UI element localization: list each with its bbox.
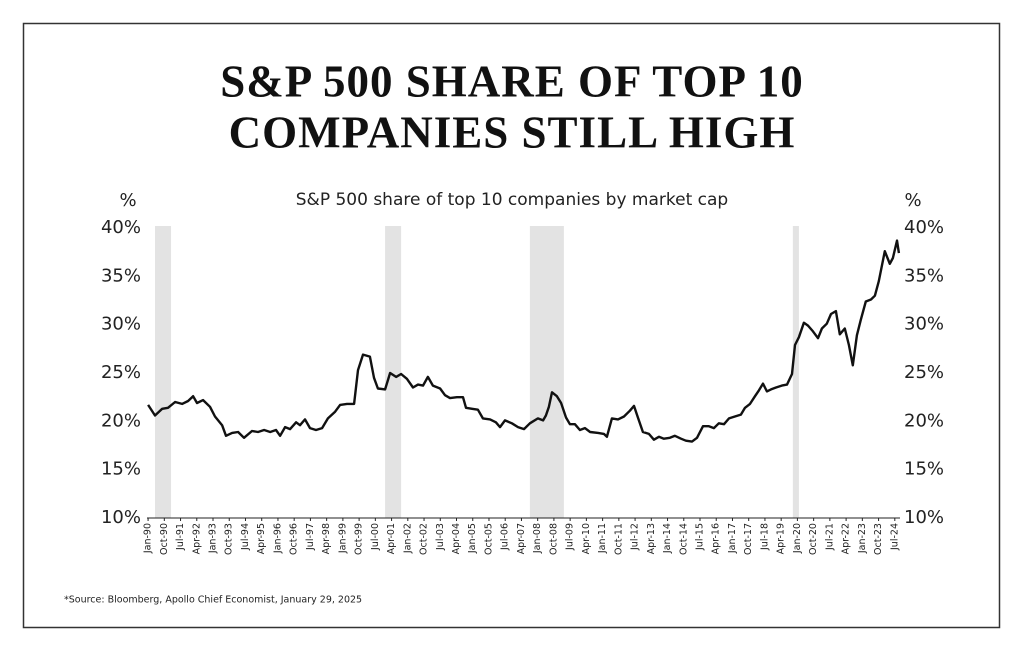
x-tick-label: Jul-06 xyxy=(500,523,511,551)
x-tick-label: Oct-23 xyxy=(873,523,884,555)
x-tick-label: Jan-96 xyxy=(272,523,283,554)
x-tick-label: Jan-08 xyxy=(532,523,543,554)
x-tick-label: Apr-92 xyxy=(191,523,202,554)
recession-band xyxy=(529,226,564,518)
x-tick-label: Apr-01 xyxy=(386,523,397,554)
y-tick-label: 10% xyxy=(101,507,141,528)
y2-tick-label: 35% xyxy=(904,265,944,286)
y2-tick-label: 25% xyxy=(904,362,944,383)
x-tick-label: Oct-17 xyxy=(743,523,754,555)
x-tick-label: Jul-09 xyxy=(565,523,576,551)
x-tick-label: Apr-07 xyxy=(516,523,527,554)
y-tick-label: 35% xyxy=(101,265,141,286)
x-tick-label: Oct-93 xyxy=(224,523,235,555)
x-tick-label: Jul-00 xyxy=(370,523,381,551)
y2-tick-label: 20% xyxy=(904,410,944,431)
x-tick-label: Jan-05 xyxy=(467,523,478,554)
x-tick-label: Oct-11 xyxy=(613,523,624,555)
x-tick-label: Jan-20 xyxy=(792,523,803,554)
x-tick-label: Jul-03 xyxy=(435,523,446,551)
y2-tick-label: 30% xyxy=(904,314,944,335)
frame xyxy=(22,22,1001,629)
x-tick-label: Jul-97 xyxy=(305,523,316,551)
chart-title: S&P 500 SHARE OF TOP 10 xyxy=(220,56,804,106)
x-tick-label: Jul-15 xyxy=(695,523,706,551)
x-tick-label: Jan-23 xyxy=(857,523,868,554)
x-tick-label: Jan-14 xyxy=(662,523,673,554)
x-tick-label: Oct-90 xyxy=(159,523,170,555)
y-tick-label: 30% xyxy=(101,314,141,335)
y-tick-label: 20% xyxy=(101,410,141,431)
recession-band xyxy=(155,226,172,518)
x-tick-label: Oct-96 xyxy=(289,523,300,555)
y2-axis-label: % xyxy=(904,190,921,211)
x-tick-label: Apr-04 xyxy=(451,523,462,554)
x-tick-label: Apr-22 xyxy=(841,523,852,554)
x-tick-label: Jul-94 xyxy=(240,523,251,551)
x-tick-label: Oct-05 xyxy=(483,523,494,555)
x-tick-label: Apr-95 xyxy=(256,523,267,554)
x-tick-label: Jul-12 xyxy=(630,523,641,551)
y-axis-label: % xyxy=(119,190,136,211)
recession-band xyxy=(792,226,799,518)
y2-tick-label: 40% xyxy=(904,217,944,238)
x-tick-label: Jan-93 xyxy=(208,523,219,554)
plot-area: 10% 15% 20% 25% 30% 35% 40% 10% 15% 20% 25% 30% 35% 4… xyxy=(101,217,944,555)
chart-subtitle: S&P 500 share of top 10 companies by mar… xyxy=(296,190,728,210)
x-tick-label: Jan-17 xyxy=(727,523,738,554)
x-tick-label: Apr-19 xyxy=(776,523,787,554)
x-tick-label: Apr-13 xyxy=(646,523,657,554)
chart-title: COMPANIES STILL HIGH xyxy=(229,107,796,157)
x-tick-label: Apr-98 xyxy=(321,523,332,554)
y2-tick-label: 10% xyxy=(904,507,944,528)
y-tick-label: 25% xyxy=(101,362,141,383)
data-line xyxy=(147,239,901,443)
y-tick-label: 15% xyxy=(101,459,141,480)
y-tick-label: 40% xyxy=(101,217,141,238)
x-tick-label: Jan-90 xyxy=(143,523,154,554)
source-note: *Source: Bloomberg, Apollo Chief Economi… xyxy=(64,595,362,606)
x-tick-label: Jul-18 xyxy=(759,523,770,551)
x-tick-label: Jan-02 xyxy=(402,523,413,554)
x-tick-label: Oct-20 xyxy=(808,523,819,555)
x-tick-label: Oct-02 xyxy=(419,523,430,555)
x-tick-label: Jan-99 xyxy=(337,523,348,554)
x-tick-label: Oct-99 xyxy=(354,523,365,555)
x-tick-label: Jul-24 xyxy=(889,523,900,551)
recession-band xyxy=(385,226,402,518)
y2-tick-label: 15% xyxy=(904,459,944,480)
x-tick-label: Jul-91 xyxy=(175,523,186,551)
x-tick-label: Oct-08 xyxy=(548,523,559,555)
x-tick-label: Apr-10 xyxy=(581,523,592,554)
x-tick-label: Oct-14 xyxy=(678,523,689,555)
x-tick-label: Jan-11 xyxy=(597,523,608,554)
x-tick-label: Jul-21 xyxy=(824,523,835,551)
x-tick-label: Apr-16 xyxy=(711,523,722,554)
